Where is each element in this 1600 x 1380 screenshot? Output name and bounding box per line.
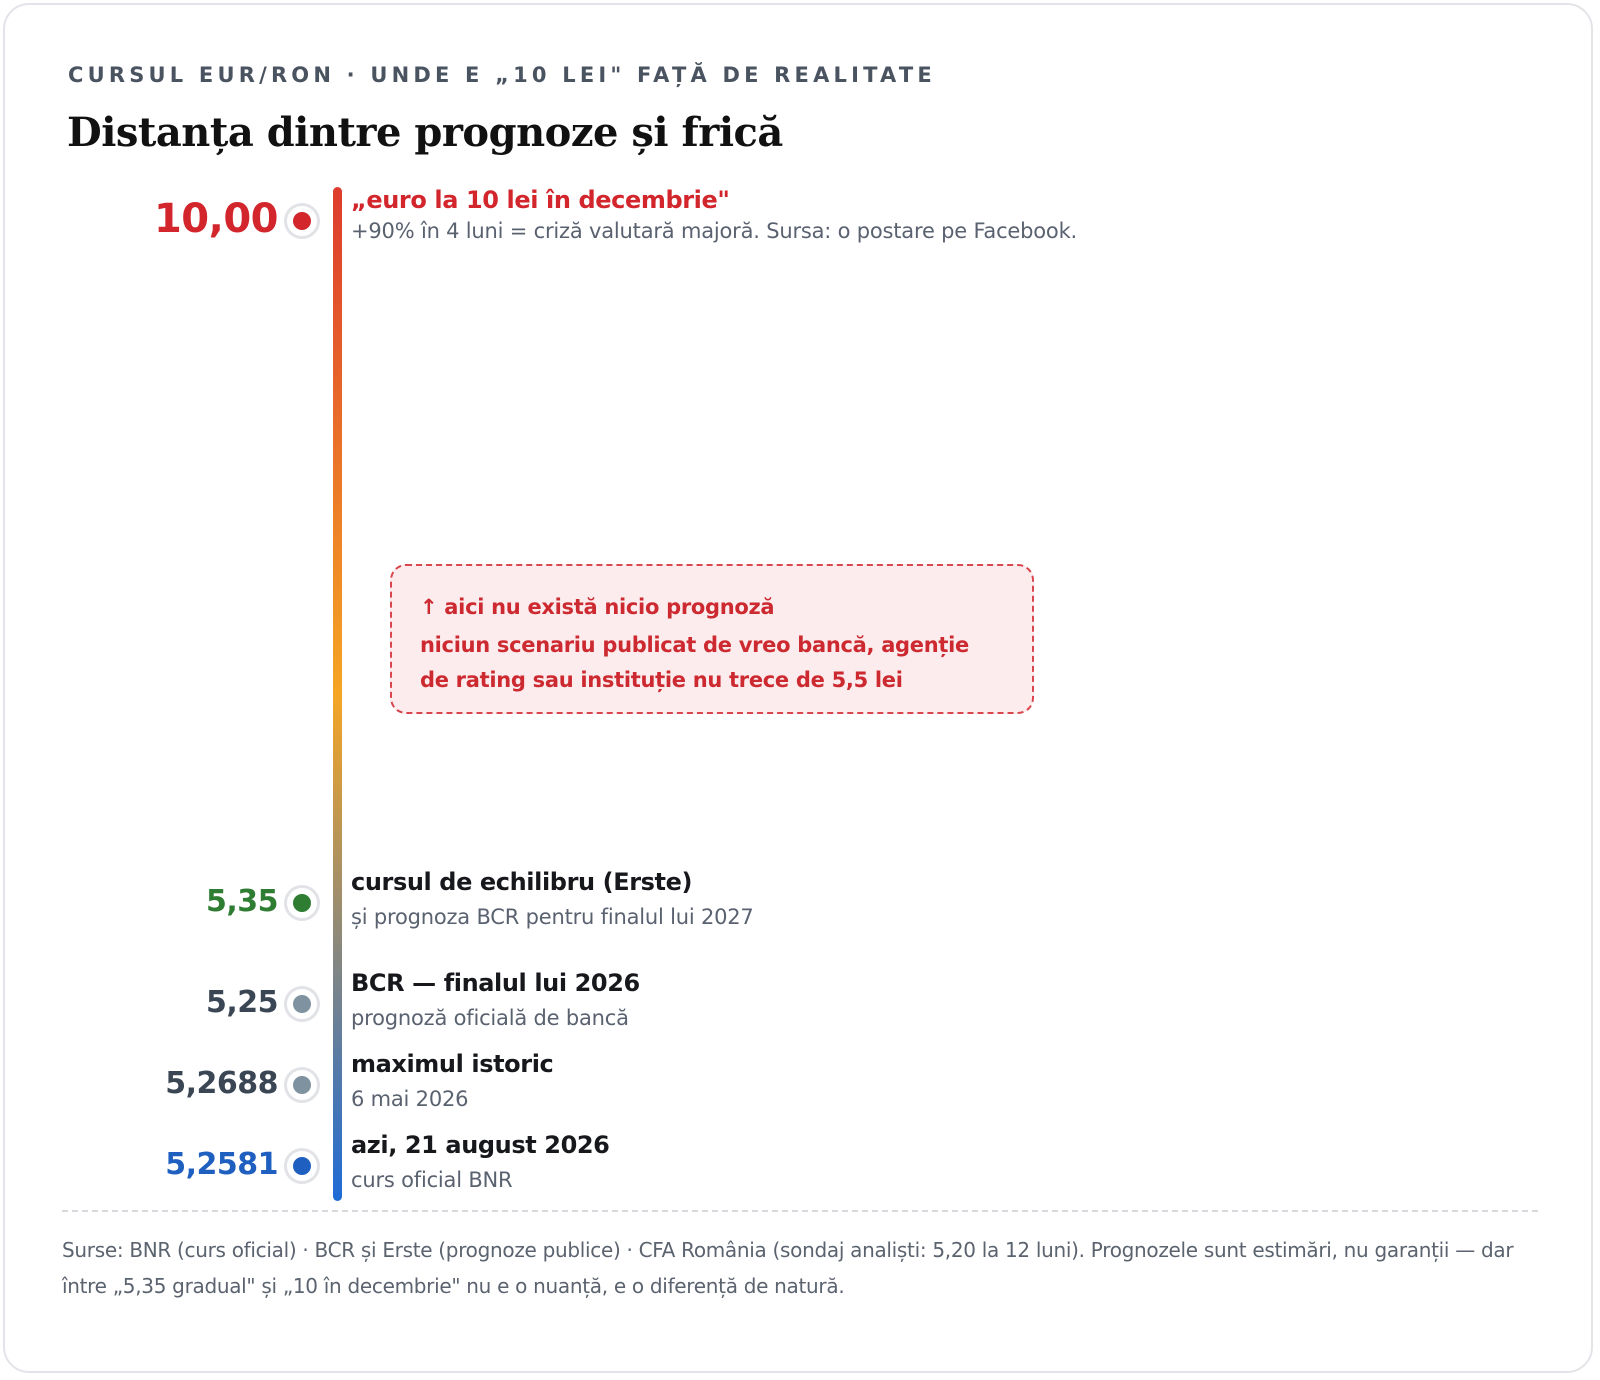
scale-label-3: maximul istoric 6 mai 2026 <box>351 1049 554 1113</box>
scale-marker-1 <box>284 885 320 921</box>
scale-value-3: 5,2688 <box>165 1066 278 1102</box>
marker-dot-icon <box>293 212 311 230</box>
scale-value-0: 10,00 <box>153 196 279 243</box>
scale-label-2: BCR — finalul lui 2026 prognoză oficială … <box>351 968 640 1032</box>
page-title: Distanța dintre prognoze și frică <box>67 109 783 156</box>
marker-dot-icon <box>293 894 311 912</box>
scale-label-title: maximul istoric <box>351 1050 554 1078</box>
scale-label-title: azi, 21 august 2026 <box>351 1131 610 1159</box>
scale-label-title: „euro la 10 lei în decembrie" <box>351 186 730 214</box>
scale-label-title: cursul de echilibru (Erste) <box>351 868 693 896</box>
scale-label-1: cursul de echilibru (Erste) și prognoza B… <box>351 867 754 931</box>
callout-body: niciun scenariu publicat de vreo bancă, … <box>420 633 969 692</box>
scale-label-0: „euro la 10 lei în decembrie" +90% în 4 l… <box>351 185 1077 245</box>
callout-headline: ↑ aici nu există nicio prognoză <box>420 595 775 619</box>
no-forecast-callout: ↑ aici nu există nicio prognoză niciun s… <box>390 564 1034 714</box>
scale-marker-3 <box>284 1067 320 1103</box>
marker-dot-icon <box>293 995 311 1013</box>
scale-marker-4 <box>284 1148 320 1184</box>
scale-value-4: 5,2581 <box>165 1147 278 1183</box>
scale-label-subtitle: 6 mai 2026 <box>351 1087 469 1111</box>
scale-label-subtitle: curs oficial BNR <box>351 1168 513 1192</box>
scale-label-4: azi, 21 august 2026 curs oficial BNR <box>351 1130 610 1194</box>
scale-marker-2 <box>284 986 320 1022</box>
scale-label-subtitle: și prognoza BCR pentru finalul lui 2027 <box>351 905 754 929</box>
marker-dot-icon <box>293 1076 311 1094</box>
scale-label-title: BCR — finalul lui 2026 <box>351 969 640 997</box>
scale-label-subtitle: +90% în 4 luni = criză valutară majoră. … <box>351 219 1078 243</box>
scale-marker-0 <box>284 203 320 239</box>
scale-label-subtitle: prognoză oficială de bancă <box>351 1006 629 1030</box>
sources-footnote: Surse: BNR (curs oficial) · BCR și Erste… <box>62 1238 1514 1298</box>
kicker: CURSUL EUR/RON · UNDE E „10 LEI" FAȚĂ DE… <box>68 63 936 87</box>
marker-dot-icon <box>293 1157 311 1175</box>
scale-value-2: 5,25 <box>205 985 279 1021</box>
footer-divider <box>62 1210 1538 1212</box>
scale-value-1: 5,35 <box>205 884 279 920</box>
